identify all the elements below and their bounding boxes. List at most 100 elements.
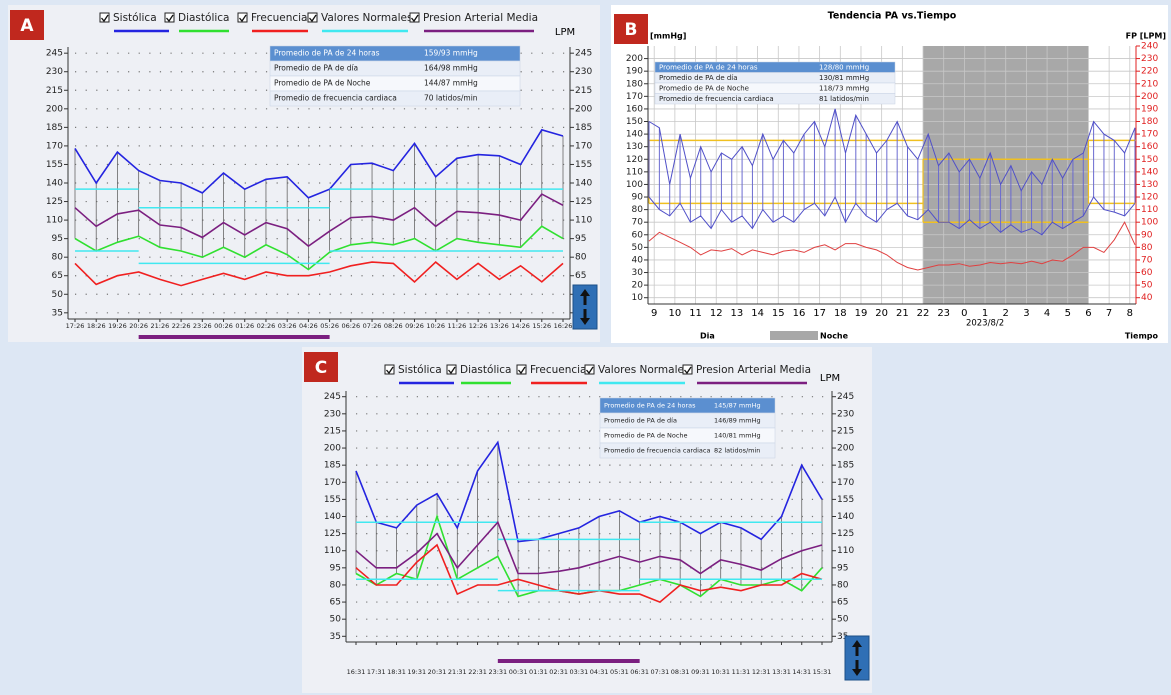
y2-tick-label: 190	[1141, 104, 1158, 114]
y2-axis-label: FP [LPM]	[1126, 32, 1166, 41]
y-tick-label: 90	[632, 193, 644, 203]
scroll-down[interactable]	[580, 309, 590, 325]
y2-tick-label: 110	[575, 216, 592, 226]
legend-check	[518, 366, 526, 375]
legend-checkbox[interactable]	[237, 12, 248, 23]
y2-tick-label: 185	[837, 461, 854, 471]
series-line	[74, 261, 564, 287]
x-tick-label: 07:26	[363, 322, 382, 330]
night-bar	[497, 659, 640, 663]
legend-label: Frecuencia	[530, 364, 587, 376]
y2-tick-label: 60	[1141, 268, 1153, 278]
y-tick-label: 35	[330, 632, 341, 642]
y2-tick-label: 110	[837, 546, 854, 556]
legend-checkbox[interactable]	[584, 364, 595, 375]
panel-letter: C	[315, 358, 327, 378]
y2-tick-label: 180	[1141, 117, 1158, 127]
legend-checkbox[interactable]	[164, 12, 175, 23]
x-tick-label: 23:31	[488, 668, 507, 676]
x-tick-label: 15:31	[813, 668, 832, 676]
y2-tick-label: 230	[1141, 54, 1158, 64]
y2-tick-label: 50	[1141, 281, 1153, 291]
night-swatch	[770, 331, 818, 340]
summary-label: Promedio de PA de 24 horas	[659, 63, 758, 71]
summary-value: 82 latidos/min	[714, 447, 760, 455]
summary-label: Promedio de PA de Noche	[604, 432, 688, 440]
y2-axis-label: LPM	[555, 27, 575, 38]
night-label: Noche	[820, 332, 849, 341]
legend-check	[239, 14, 247, 23]
x-tick-label: 4	[1044, 308, 1050, 319]
legend-checkbox[interactable]	[307, 12, 318, 23]
y-tick-label: 215	[324, 426, 341, 436]
x-tick-label: 05:31	[610, 668, 629, 676]
y2-tick-label: 170	[1141, 130, 1158, 140]
summary-label: Promedio de frecuencia cardiaca	[604, 447, 710, 455]
legend-check	[386, 366, 394, 375]
summary-value: 140/81 mmHg	[714, 432, 761, 440]
x-tick-label: 15:26	[532, 322, 551, 330]
legend-checkbox[interactable]	[682, 364, 693, 375]
scroll-up[interactable]	[580, 289, 590, 305]
x-tick-label: 16:26	[554, 322, 573, 330]
panel-badge	[614, 14, 648, 44]
series-line	[648, 195, 1136, 236]
legend-label: Sistólica	[398, 364, 442, 376]
x-tick-label: 20:26	[129, 322, 148, 330]
scroll-up[interactable]	[852, 640, 862, 656]
legend-check	[586, 366, 594, 375]
legend-checkbox[interactable]	[384, 364, 395, 375]
y-tick-label: 140	[626, 130, 643, 140]
x-tick-label: 13:26	[490, 322, 509, 330]
x-tick-label: 10	[669, 308, 682, 319]
x-tick-label: 13:31	[772, 668, 791, 676]
legend-checkbox[interactable]	[99, 12, 110, 23]
legend-check	[684, 366, 692, 375]
x-tick-label: 0	[961, 308, 967, 319]
x-tick-label: 21:26	[151, 322, 170, 330]
x-tick-label: 00:31	[509, 668, 528, 676]
y-tick-label: 245	[46, 49, 63, 59]
x-tick-label: 6	[1085, 308, 1091, 319]
legend-label: Sistólica	[113, 12, 157, 24]
summary-value: 164/98 mmHg	[424, 64, 478, 73]
y-tick-label: 185	[46, 123, 63, 133]
chart-title: Tendencia PA vs.Tiempo	[828, 11, 957, 22]
x-tick-label: 7	[1106, 308, 1112, 319]
panel-letter: B	[625, 20, 638, 40]
y2-tick-label: 130	[1141, 180, 1158, 190]
y-tick-label: 20	[632, 281, 644, 291]
x-tick-label: 02:26	[257, 322, 276, 330]
x-tick-label: 14	[751, 308, 764, 319]
x-tick-label: 13	[731, 308, 744, 319]
series-line	[74, 193, 564, 248]
y2-tick-label: 185	[575, 123, 592, 133]
y-tick-label: 155	[46, 160, 63, 170]
y-tick-label: 215	[46, 86, 63, 96]
x-tick-label: 20	[875, 308, 888, 319]
legend-label: Valores Normales	[321, 12, 412, 24]
x-tick-label: 5	[1065, 308, 1071, 319]
y2-tick-label: 90	[1141, 230, 1153, 240]
night-bar	[138, 335, 330, 339]
scroll-down[interactable]	[852, 660, 862, 676]
y2-tick-label: 160	[1141, 142, 1158, 152]
summary-row	[599, 442, 776, 459]
y-tick-label: 170	[626, 92, 643, 102]
summary-row	[654, 93, 896, 105]
y2-tick-label: 125	[575, 197, 592, 207]
y2-tick-label: 240	[1141, 42, 1158, 52]
legend-checkbox[interactable]	[516, 364, 527, 375]
x-tick-label: 19	[855, 308, 868, 319]
x-tick-label: 03:31	[570, 668, 589, 676]
legend-label: Presion Arterial Media	[423, 12, 538, 24]
x-tick-label: 18:31	[387, 668, 406, 676]
x-tick-label: 11	[689, 308, 702, 319]
x-tick-label: 17:31	[367, 668, 386, 676]
legend-checkbox[interactable]	[446, 364, 457, 375]
panel-c-bg	[302, 347, 872, 693]
legend-checkbox[interactable]	[409, 12, 420, 23]
y-tick-label: 50	[330, 615, 342, 625]
legend-check	[309, 14, 317, 23]
